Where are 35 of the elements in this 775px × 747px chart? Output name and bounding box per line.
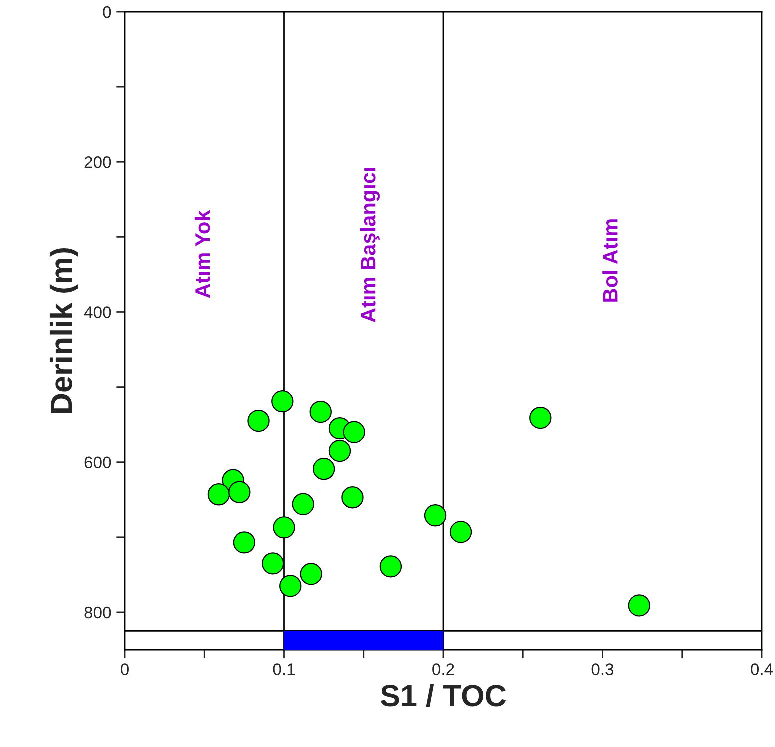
point xyxy=(450,521,472,544)
annotation: Bol Atım xyxy=(602,220,618,302)
x-tick-label: 0.1 xyxy=(273,664,296,676)
point xyxy=(273,516,296,539)
point xyxy=(342,486,364,509)
point xyxy=(343,421,366,444)
x-tick-label: 0.3 xyxy=(592,664,614,676)
y-tick-label: 800 xyxy=(84,606,112,619)
point xyxy=(628,594,650,617)
x-tick-label: 0.2 xyxy=(432,664,454,676)
point xyxy=(228,481,251,504)
point xyxy=(380,556,402,578)
point xyxy=(328,440,352,462)
y-tick-label: 400 xyxy=(84,306,112,318)
point xyxy=(424,504,447,527)
point xyxy=(310,400,332,424)
point xyxy=(272,390,294,413)
y-axis-title: Derinlik (m) xyxy=(50,248,78,413)
y-tick-label: 0 xyxy=(103,6,112,18)
point xyxy=(248,410,270,432)
annotation: Atım Başlangıcı xyxy=(360,168,380,322)
point xyxy=(233,532,256,554)
point xyxy=(280,575,302,598)
point xyxy=(292,493,314,516)
point xyxy=(530,406,552,430)
x-tick-label: 0 xyxy=(121,664,129,676)
point xyxy=(300,563,322,586)
y-tick-label: 600 xyxy=(84,456,112,469)
y-tick-label: 200 xyxy=(84,156,112,168)
point xyxy=(262,552,284,575)
annotation: Atım Yok xyxy=(194,210,210,298)
x-axis-title: S1 / TOC xyxy=(380,684,506,708)
point xyxy=(208,484,230,506)
x-tick-label: 0.4 xyxy=(751,664,774,676)
point xyxy=(312,458,336,480)
